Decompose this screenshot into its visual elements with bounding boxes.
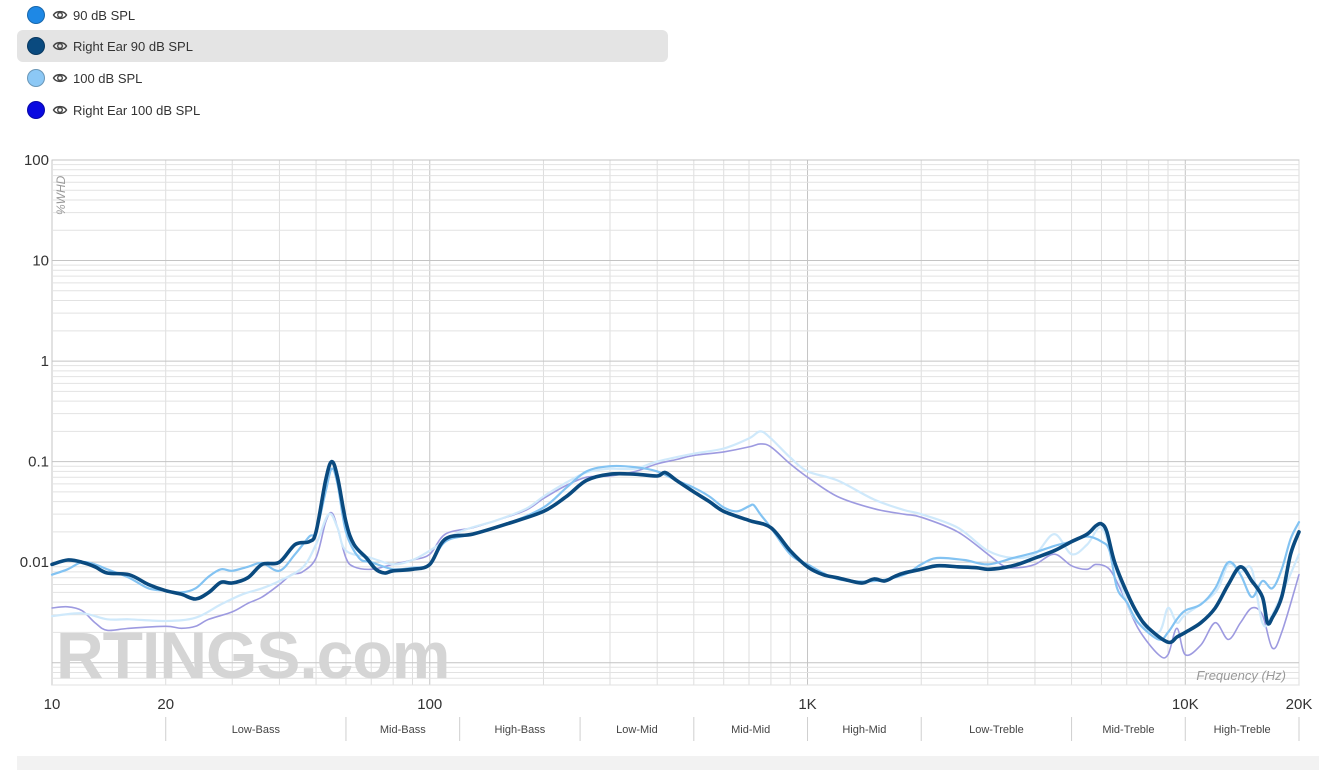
eye-icon[interactable] bbox=[52, 7, 68, 23]
eye-icon[interactable] bbox=[52, 102, 68, 118]
x-axis-label: Frequency (Hz) bbox=[1196, 668, 1286, 683]
y-tick-label: 1 bbox=[41, 353, 49, 370]
legend-item-right-ear-90db[interactable]: Right Ear 90 dB SPL bbox=[17, 30, 668, 62]
plot-frame bbox=[51, 159, 1300, 686]
color-swatch bbox=[27, 37, 45, 55]
series-line-right-ear-100-db-spl bbox=[51, 443, 1300, 659]
x-tick-label: 20 bbox=[157, 696, 174, 713]
y-tick-label: 100 bbox=[24, 152, 49, 169]
band-label: High-Treble bbox=[1214, 724, 1271, 736]
rtings-watermark: RTINGS.com bbox=[56, 618, 449, 692]
x-tick-label: 100 bbox=[417, 696, 442, 713]
chart-grid bbox=[51, 159, 1300, 686]
band-label: High-Mid bbox=[842, 724, 886, 736]
series-line-right-ear-90-db-spl bbox=[50, 459, 1301, 645]
color-swatch bbox=[27, 6, 45, 24]
legend-item-100db[interactable]: 100 dB SPL bbox=[17, 62, 668, 94]
legend-label: 90 dB SPL bbox=[73, 7, 136, 23]
y-axis-label: %WHD bbox=[54, 175, 68, 215]
band-label: Mid-Mid bbox=[731, 724, 770, 736]
band-label: Low-Bass bbox=[232, 724, 281, 736]
y-tick-label: 10 bbox=[32, 253, 49, 270]
band-label: Low-Mid bbox=[616, 724, 658, 736]
legend-item-90db[interactable]: 90 dB SPL bbox=[17, 0, 668, 30]
chart-series bbox=[50, 430, 1301, 659]
legend-item-right-ear-100db[interactable]: Right Ear 100 dB SPL bbox=[17, 94, 668, 126]
x-tick-label: 1K bbox=[798, 696, 816, 713]
y-tick-label: 0.1 bbox=[28, 454, 49, 471]
x-tick-label: 10K bbox=[1172, 696, 1199, 713]
series-line-100-db-spl bbox=[50, 430, 1301, 634]
x-tick-label: 10 bbox=[44, 696, 61, 713]
color-swatch bbox=[27, 69, 45, 87]
eye-icon[interactable] bbox=[52, 70, 68, 86]
frequency-bands: Low-Bass Mid-Bass High-Bass Low-Mid Mid-Mid H… bbox=[165, 717, 1300, 741]
y-tick-label: 0.01 bbox=[20, 554, 49, 571]
band-label: High-Bass bbox=[495, 724, 546, 736]
legend-label: 100 dB SPL bbox=[73, 70, 143, 86]
chart-axis-labels: 100 10 1 0.1 0.01 10 20 100 1K 10K 20K bbox=[20, 152, 1313, 713]
legend-label: Right Ear 100 dB SPL bbox=[73, 102, 201, 118]
x-tick-label: 20K bbox=[1286, 696, 1313, 713]
footer-bar bbox=[17, 756, 1319, 770]
band-label: Low-Treble bbox=[969, 724, 1024, 736]
series-line-90-db-spl bbox=[50, 464, 1301, 641]
band-label: Mid-Bass bbox=[380, 724, 426, 736]
legend: 90 dB SPL Right Ear 90 dB SPL 100 dB SPL… bbox=[17, 0, 668, 126]
color-swatch bbox=[27, 101, 45, 119]
legend-label: Right Ear 90 dB SPL bbox=[73, 38, 193, 54]
band-label: Mid-Treble bbox=[1102, 724, 1154, 736]
eye-icon[interactable] bbox=[52, 38, 68, 54]
